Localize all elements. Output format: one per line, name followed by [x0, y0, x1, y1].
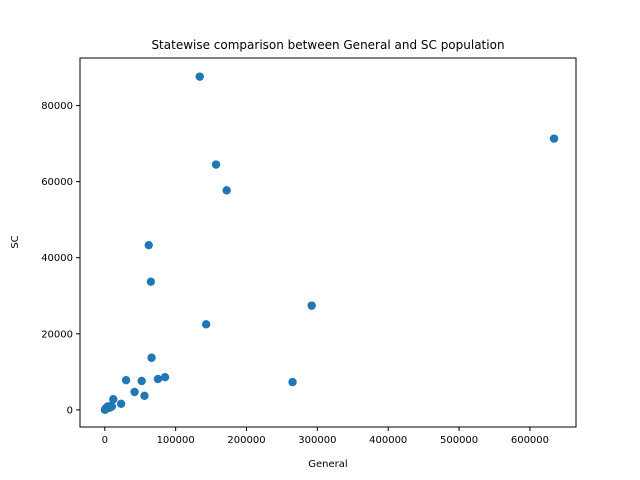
data-point-4 — [144, 240, 153, 250]
data-point-10 — [153, 374, 163, 384]
data-point-7 — [201, 320, 211, 329]
y-tick-label-2: 40000 — [41, 253, 73, 264]
data-point-2 — [211, 160, 221, 169]
y-tick-label-1: 20000 — [41, 329, 73, 340]
data-point-15 — [140, 391, 149, 401]
y-axis: 0 20000 40000 60000 80000 — [41, 101, 80, 416]
data-point-5 — [146, 277, 156, 286]
x-tick-label-1: 100000 — [157, 435, 195, 446]
x-tick-label-3: 300000 — [298, 435, 336, 446]
plot-area — [100, 72, 559, 414]
data-point-11 — [121, 376, 131, 385]
data-point-16 — [109, 395, 118, 404]
data-point-29 — [101, 404, 110, 413]
y-tick-label-0: 0 — [67, 405, 73, 416]
x-tick-label-6: 600000 — [511, 435, 549, 446]
x-tick-label-4: 400000 — [369, 435, 407, 446]
data-point-0 — [195, 72, 204, 81]
data-point-13 — [288, 377, 297, 387]
x-tick-label-2: 200000 — [227, 435, 265, 446]
data-point-17 — [116, 399, 126, 408]
data-point-12 — [137, 376, 146, 386]
data-point-8 — [147, 353, 156, 362]
data-point-6 — [307, 301, 316, 310]
x-tick-label-5: 500000 — [440, 435, 478, 446]
y-axis-label: SC — [10, 235, 21, 248]
y-tick-label-4: 80000 — [41, 101, 73, 112]
data-point-3 — [222, 186, 231, 195]
axes-frame — [79, 57, 577, 428]
data-point-14 — [130, 387, 139, 397]
data-point-1 — [549, 134, 559, 143]
x-axis-label: General — [308, 459, 347, 470]
chart-title: Statewise comparison between General and… — [151, 38, 504, 52]
x-tick-label-0: 0 — [102, 435, 108, 446]
y-tick-label-3: 60000 — [41, 177, 73, 188]
data-point-9 — [160, 372, 170, 382]
x-axis: 0 100000 200000 300000 400000 500000 600000 — [102, 427, 549, 446]
data-point-28 — [107, 402, 117, 411]
